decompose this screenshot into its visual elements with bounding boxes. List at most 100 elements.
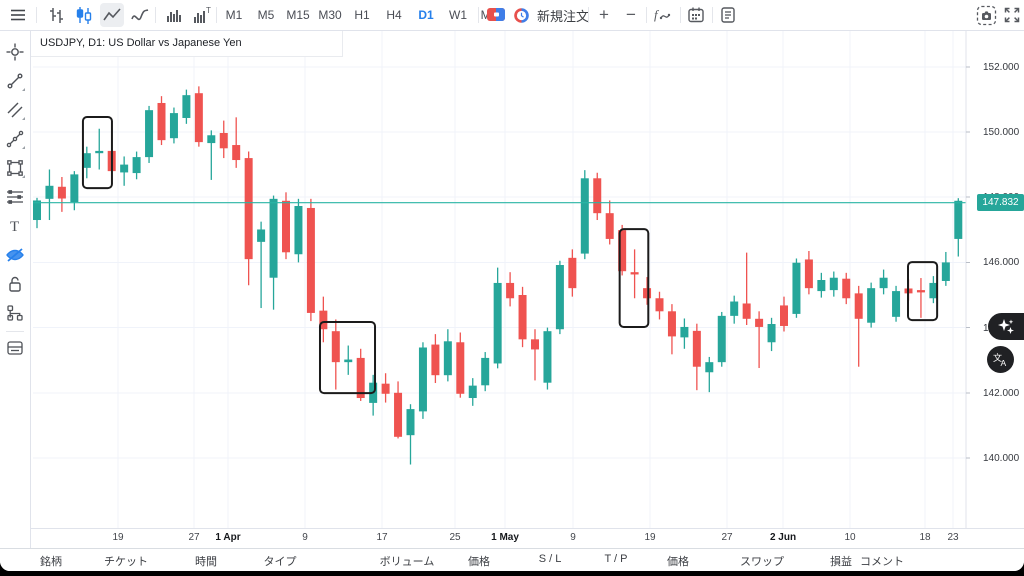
time-tick-label: 2 Jun [769, 532, 797, 543]
candle-body [692, 330, 701, 367]
fullscreen-button[interactable] [1000, 3, 1024, 27]
timeframe-m1[interactable]: M1 [225, 8, 243, 22]
chart-type-candles-button[interactable] [72, 3, 96, 27]
new-order-button[interactable]: 新規注文 [509, 3, 593, 27]
time-axis[interactable]: 19 27 1 Apr 9 17 25 1 May 9 19 27 2 Jun 10 18 23 [30, 528, 1024, 549]
candle-body [132, 157, 141, 174]
tool-pitchfork[interactable] [3, 127, 27, 151]
zoom-in-button[interactable]: + [592, 3, 616, 27]
chart-type-curve-button[interactable] [128, 3, 152, 27]
candle-body [232, 145, 241, 161]
tick-volumes-icon: T [194, 6, 211, 23]
time-tick-label: 27 [188, 532, 200, 543]
candle-body [257, 229, 266, 242]
timeframe-d1[interactable]: D1 [418, 8, 434, 22]
trade-column-header: チケット [104, 556, 148, 568]
trade-column-header: 時間 [195, 556, 217, 568]
candle-body [306, 207, 315, 313]
trade-column-header: スワップ [740, 556, 784, 568]
divider [155, 7, 156, 23]
curve-chart-icon [131, 9, 149, 21]
trade-column-header: タイプ [263, 556, 297, 568]
pitchfork-icon [6, 130, 24, 148]
trade-column-header: 銘柄 [40, 556, 62, 568]
calendar-button[interactable] [684, 3, 708, 27]
tick-volumes-button[interactable]: T [190, 3, 214, 27]
ai-assistant-overlay-button[interactable] [988, 313, 1024, 340]
tool-objects-panel[interactable] [3, 336, 27, 360]
tool-fibonacci[interactable] [3, 185, 27, 209]
highlight-rectangle-annotation[interactable] [81, 116, 113, 190]
zoom-out-button[interactable]: − [619, 3, 643, 27]
timeframe-m15[interactable]: M15 [286, 8, 310, 22]
submenu-arrow [22, 175, 25, 178]
divider [36, 7, 37, 23]
trade-column-header: ボリューム [379, 556, 435, 568]
tool-trend-line[interactable] [3, 69, 27, 93]
tool-hide-objects[interactable] [3, 243, 27, 267]
candle-body [618, 230, 627, 272]
candle-body [120, 164, 129, 173]
candle-body [431, 344, 440, 376]
main-menu-button[interactable] [6, 3, 30, 27]
tool-lock-objects[interactable] [3, 272, 27, 296]
price-tick-label: 146.000 [983, 257, 1020, 269]
highlight-rectangle-annotation[interactable] [618, 228, 650, 328]
minus-icon: − [626, 5, 636, 24]
candle-body [356, 357, 365, 399]
candle-body [418, 347, 427, 412]
timeframe-h4[interactable]: H4 [386, 8, 402, 22]
sparkles-icon [998, 318, 1014, 334]
current-price-badge: 147.832 [977, 194, 1024, 212]
candle-body [531, 339, 539, 350]
trade-table-header: 銘柄 チケット 時間 タイプ ボリューム 価格 S / L T / P 価格 スワップ 損益 コメント [0, 548, 1024, 571]
tool-shapes[interactable] [3, 156, 27, 180]
divider [216, 7, 217, 23]
candle-body [755, 318, 764, 327]
divider [478, 7, 479, 23]
divider [680, 7, 681, 23]
chart-type-bars-button[interactable] [44, 3, 68, 27]
indicators-button[interactable]: f [652, 3, 676, 27]
news-document-icon [721, 7, 735, 23]
candle-body [282, 200, 290, 253]
submenu-arrow [22, 146, 25, 149]
candle-body [169, 113, 178, 139]
chart-title-text: USDJPY, D1: US Dollar vs Japanese Yen [40, 37, 242, 49]
time-tick-label: 9 [302, 532, 308, 543]
svg-text:文: 文 [993, 352, 1002, 363]
crosshair-icon [6, 43, 24, 61]
candlestick-chart[interactable] [30, 30, 1024, 528]
chart-type-line-button[interactable] [100, 3, 124, 27]
candle-body [518, 295, 527, 340]
tool-crosshair[interactable] [3, 40, 27, 64]
object-tree-icon [7, 305, 23, 321]
candle-body [468, 385, 477, 399]
svg-text:A: A [1001, 358, 1007, 368]
tool-text[interactable]: T [3, 214, 27, 238]
market-watch-flag-button[interactable] [484, 3, 508, 27]
fibonacci-lines-icon [7, 190, 23, 204]
timeframe-m5[interactable]: M5 [257, 8, 275, 22]
news-button[interactable] [716, 3, 740, 27]
candle-body [269, 198, 278, 278]
time-tick-label: 9 [570, 532, 576, 543]
timeframe-m30[interactable]: M30 [318, 8, 342, 22]
highlight-rectangle-annotation[interactable] [907, 261, 939, 322]
screenshot-button[interactable] [974, 3, 998, 27]
timeframe-w1[interactable]: W1 [449, 8, 467, 22]
tool-object-tree[interactable] [3, 301, 27, 325]
time-tick-label: 23 [947, 532, 959, 543]
price-tick-label: 142.000 [983, 387, 1020, 399]
divider [6, 331, 24, 332]
calendar-icon [688, 7, 704, 23]
highlight-rectangle-annotation[interactable] [318, 321, 377, 395]
tool-channel[interactable] [3, 98, 27, 122]
chart-canvas[interactable]: USDJPY, D1: US Dollar vs Japanese Yen 15… [30, 30, 1024, 528]
volumes-button[interactable] [162, 3, 186, 27]
svg-text:T: T [206, 6, 211, 15]
time-tick-label: 19 [644, 532, 656, 543]
timeframe-h1[interactable]: H1 [354, 8, 370, 22]
